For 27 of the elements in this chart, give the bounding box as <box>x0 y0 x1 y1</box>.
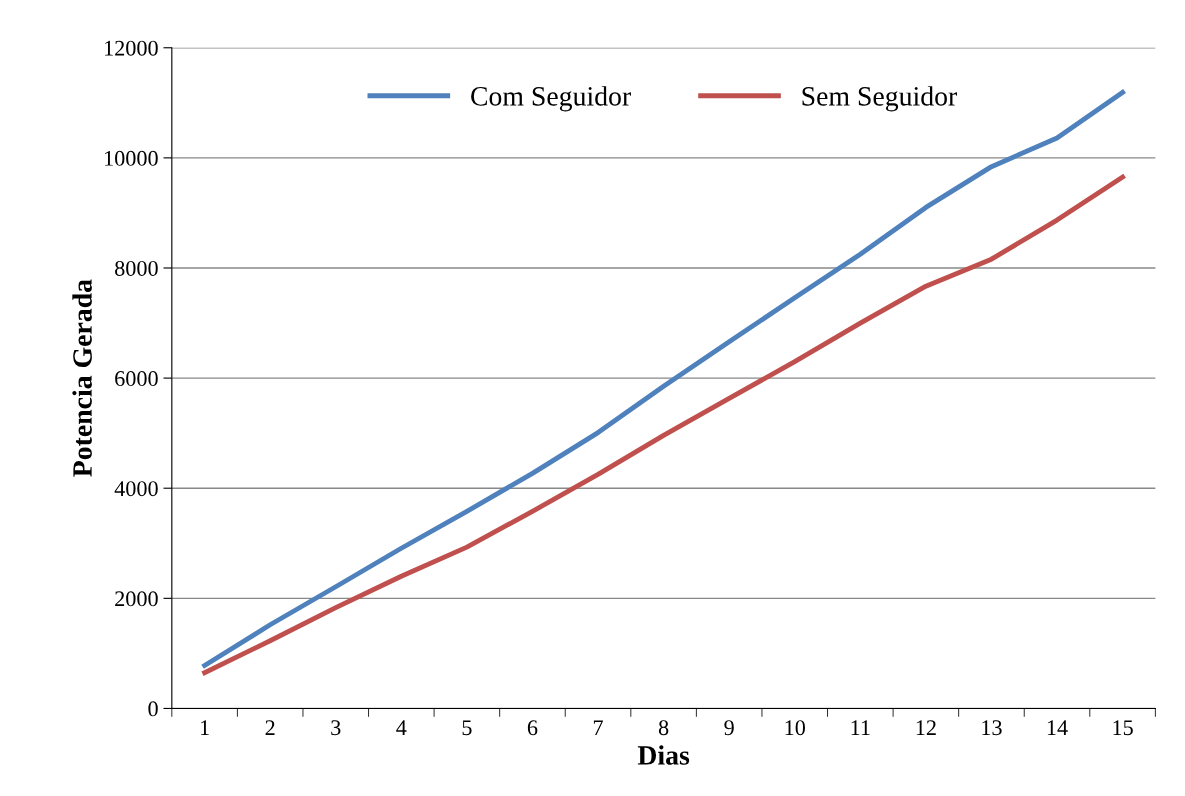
y-tick-label: 6000 <box>115 371 158 387</box>
x-tick-label: 5 <box>462 720 472 736</box>
x-tick-label: 13 <box>982 720 1002 736</box>
x-tick-label: 3 <box>331 720 341 736</box>
y-axis-title: Potencia Gerada <box>72 279 92 477</box>
x-tick-label: 4 <box>396 720 407 735</box>
x-axis-title: Dias <box>637 745 690 765</box>
x-tick-label: 10 <box>785 720 805 736</box>
x-tick-label: 14 <box>1047 720 1068 735</box>
x-tick-label: 6 <box>527 720 538 736</box>
y-tick-label: 0 <box>148 701 158 717</box>
y-tick-label: 8000 <box>115 260 158 276</box>
legend-label: Sem Seguidor <box>802 86 958 112</box>
x-tick-label: 7 <box>593 720 603 735</box>
x-tick-label: 8 <box>658 720 669 736</box>
x-tick-label: 9 <box>724 720 734 736</box>
line-series <box>202 174 1126 676</box>
x-tick-label: 1 <box>201 720 209 735</box>
x-tick-label: 2 <box>265 720 275 735</box>
y-tick-label: 12000 <box>105 40 158 56</box>
x-tick-label: 12 <box>916 720 936 735</box>
x-tick-label: 15 <box>1113 720 1133 736</box>
y-tick-label: 10000 <box>105 150 158 166</box>
x-tick-label: 11 <box>851 720 870 735</box>
legend-label: Com Seguidor <box>471 86 631 112</box>
y-tick-label: 4000 <box>114 481 158 497</box>
y-tick-label: 2000 <box>115 591 158 607</box>
